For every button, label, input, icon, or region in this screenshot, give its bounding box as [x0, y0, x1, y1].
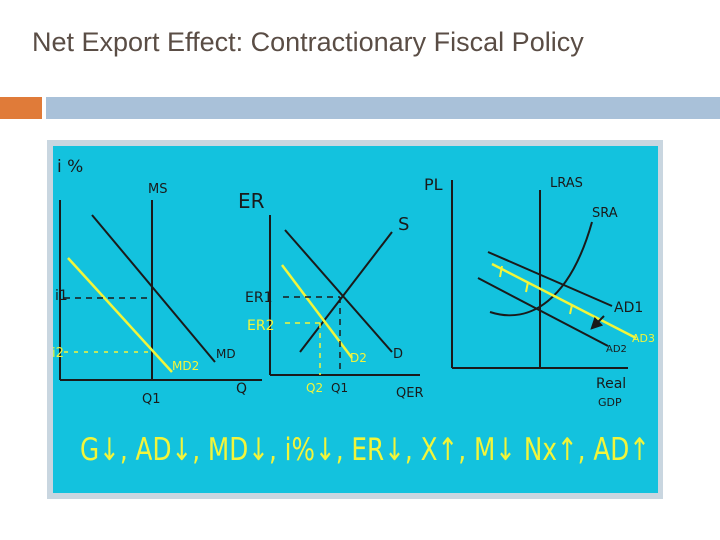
ad-down-arrow [590, 315, 605, 330]
ad-as-x-label-line2: GDP [598, 396, 622, 409]
forex-y-label: ER [238, 189, 265, 213]
money-demand-new-label: MD2 [172, 359, 199, 373]
money-demand-curve [91, 214, 216, 363]
ad-as-y-label: PL [424, 175, 443, 194]
ad-2-curve [477, 277, 609, 347]
forex-rate-2-label: ER2 [247, 318, 274, 334]
forex-quantity-2-label: Q2 [306, 381, 323, 395]
ad-1-label: AD1 [614, 300, 643, 316]
ad-as-x-label-line1: Real [596, 376, 626, 392]
ad-shift-arrow-2 [525, 281, 529, 293]
money-market-graph: i % Q MS MD MD2 i1 i2 Q1 [52, 157, 262, 407]
title-accent-bar [0, 97, 42, 119]
money-market-y-label: i % [57, 157, 83, 177]
forex-demand-new-label: D2 [350, 351, 367, 365]
ad-2-label: AD2 [606, 344, 627, 355]
forex-quantity-1-label: Q1 [331, 381, 348, 395]
forex-x-label: QER [396, 386, 423, 401]
forex-rate-1-label: ER1 [245, 290, 272, 306]
causal-chain-text: G↓, AD↓, MD↓, i%↓, ER↓, X↑, M↓ Nx↑, AD↑ [80, 432, 650, 468]
forex-demand-label: D [393, 347, 403, 362]
forex-demand-curve [284, 229, 393, 353]
rate-1-label: i1 [55, 288, 68, 304]
money-market-x-label: Q [236, 381, 247, 397]
money-demand-label: MD [216, 347, 236, 361]
title-rule-bar [46, 97, 720, 119]
ad-3-curve [491, 262, 637, 340]
slide-title: Net Export Effect: Contractionary Fiscal… [32, 27, 584, 57]
forex-market-graph: ER QER S D D2 ER1 ER2 Q2 Q1 [238, 189, 423, 401]
forex-demand-new-curve [281, 264, 353, 359]
sras-label: SRA [592, 206, 618, 221]
money-quantity-label: Q1 [142, 392, 161, 407]
lras-label: LRAS [550, 176, 583, 191]
forex-supply-label: S [398, 214, 409, 235]
sras-curve [489, 221, 593, 317]
ad-shift-arrow-1 [499, 265, 503, 278]
ad-shift-arrow-3 [569, 304, 573, 315]
money-demand-new-curve [67, 257, 173, 373]
ad-as-graph: PL Real GDP LRAS SRA AD1 AD2 AD3 [424, 175, 655, 409]
forex-supply-curve [299, 231, 393, 353]
money-supply-label: MS [148, 182, 167, 197]
ad-1-curve [487, 251, 613, 307]
rate-2-label: i2 [52, 346, 64, 361]
ad-3-label: AD3 [632, 332, 655, 345]
